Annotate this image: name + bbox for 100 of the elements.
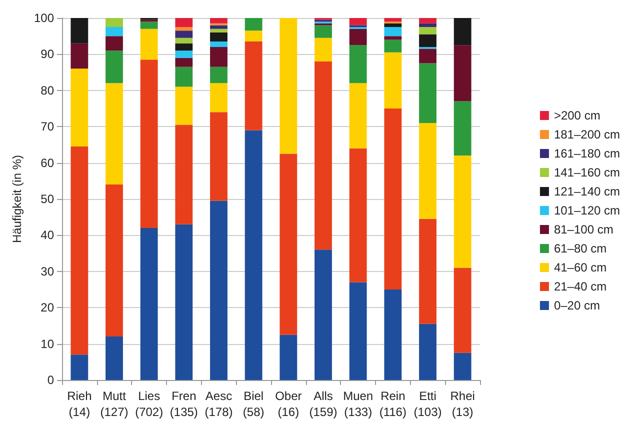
bar (419, 23, 436, 28)
bar (175, 66, 193, 87)
bar (419, 218, 436, 324)
bar (175, 43, 193, 51)
bar (384, 23, 402, 28)
bar (210, 66, 228, 84)
y-tick-label: 70 (40, 120, 54, 134)
bar (210, 42, 228, 47)
bar (280, 18, 298, 154)
bar (419, 34, 436, 47)
bar (419, 324, 436, 380)
bar (175, 58, 193, 67)
x-tick-label: Muen (133) (343, 389, 374, 419)
x-tick-label: Rein (116) (379, 389, 406, 419)
bar (106, 50, 123, 84)
bar (419, 122, 436, 219)
bar (454, 18, 472, 46)
legend-label: 41–60 cm (554, 260, 607, 274)
bar (244, 42, 262, 130)
bar (384, 108, 402, 290)
legend-label: 21–40 cm (554, 280, 607, 294)
bar (106, 184, 123, 337)
bar (349, 83, 367, 148)
legend-label: 0–20 cm (554, 298, 600, 312)
bar (384, 36, 402, 40)
bar (384, 52, 402, 108)
bar (175, 18, 193, 28)
bar (454, 352, 472, 380)
bar (454, 268, 472, 353)
legend-label: 81–100 cm (554, 222, 614, 236)
legend-label: >200 cm (554, 108, 600, 122)
x-tick-label: Biel (58) (242, 389, 264, 419)
bar (175, 38, 193, 44)
y-tick-label: 100 (34, 11, 54, 25)
bar (314, 38, 332, 62)
x-tick-label: Rieh (14) (67, 389, 92, 419)
bar (454, 156, 472, 268)
x-tick-label: Rhei (13) (450, 389, 475, 419)
bar (175, 30, 193, 38)
bar (244, 18, 262, 31)
bar (210, 200, 228, 380)
bar (210, 83, 228, 112)
bar (419, 63, 436, 123)
x-tick-label: Aesc (178) (204, 389, 233, 419)
bar (210, 46, 228, 67)
x-tick-label: Mutt (127) (100, 389, 128, 419)
bar (70, 354, 88, 380)
y-tick-label: 30 (40, 264, 54, 278)
x-tick-label: Lies (702) (135, 389, 164, 419)
bar (106, 336, 123, 380)
y-tick-label: 10 (40, 336, 54, 351)
bar (349, 28, 367, 46)
bar (419, 27, 436, 34)
x-tick-label: Ober (16) (275, 389, 302, 419)
bar (175, 50, 193, 58)
y-tick-label: 80 (40, 83, 54, 98)
bar (210, 28, 228, 32)
bar (314, 250, 332, 380)
bar (210, 25, 228, 29)
bar (314, 61, 332, 250)
bar (349, 148, 367, 282)
bar (419, 18, 436, 24)
bar (349, 282, 367, 380)
y-axis-title: Häufigkeit (in %) (10, 154, 24, 244)
bar (454, 101, 472, 156)
y-tick-label: 20 (40, 300, 54, 315)
bar (140, 22, 158, 29)
bar (140, 228, 158, 380)
legend-label: 161–180 cm (554, 146, 620, 160)
bar (384, 40, 402, 52)
bar (244, 130, 262, 380)
bar (384, 18, 402, 22)
bar (175, 86, 193, 125)
bar (244, 30, 262, 42)
legend-label: 141–160 cm (554, 166, 620, 180)
bar (106, 18, 123, 28)
bar (140, 60, 158, 228)
legend-label: 101–120 cm (554, 204, 620, 218)
legend-label: 121–140 cm (554, 184, 620, 198)
bar (175, 27, 193, 31)
bar (210, 112, 228, 201)
bar (384, 290, 402, 380)
x-tick-label: Alls (159) (309, 389, 338, 419)
bar (106, 27, 123, 36)
x-tick-label: Fren (135) (170, 389, 198, 419)
bar (70, 18, 88, 44)
bar (349, 18, 367, 26)
bar (70, 68, 88, 147)
bar (349, 45, 367, 84)
y-tick-label: 90 (40, 47, 54, 62)
bar (70, 146, 88, 355)
bar (210, 32, 228, 42)
y-tick-label: 60 (40, 156, 54, 170)
bar (175, 124, 193, 224)
bar (175, 224, 193, 380)
bar (314, 25, 332, 38)
y-tick-label: 40 (40, 228, 54, 242)
bar (106, 83, 123, 185)
legend-label: 181–200 cm (554, 128, 620, 142)
bar (280, 334, 298, 380)
